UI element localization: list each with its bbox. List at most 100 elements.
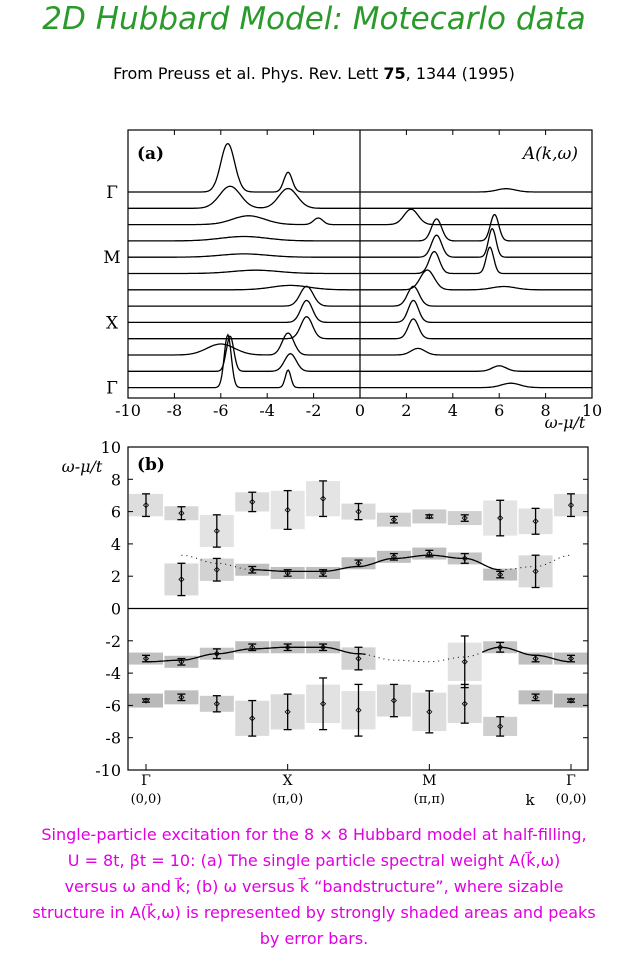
data-point: [426, 550, 433, 557]
caption-line-4: structure in A(k⃗,ω) is represented by s…: [32, 903, 596, 922]
data-point: [461, 555, 468, 562]
data-point: [178, 658, 185, 665]
y-tick-label: 4: [111, 535, 121, 554]
k-name: M: [422, 773, 436, 789]
data-point: [497, 644, 504, 651]
y-tick-label: -10: [95, 761, 121, 780]
y-tick-label: -4: [105, 664, 121, 683]
data-point: [213, 700, 220, 707]
x-axis-label: k: [525, 791, 535, 809]
x-tick-label: -6: [213, 401, 229, 420]
spectral-curve: [128, 185, 592, 209]
data-point: [426, 513, 433, 520]
x-tick-label: -4: [259, 401, 275, 420]
k-name: Γ: [141, 773, 151, 789]
panel-label: (b): [137, 455, 165, 475]
spectral-curve: [128, 213, 592, 242]
data-point: [320, 495, 327, 502]
x-axis-label: ω-μ/t: [545, 413, 586, 432]
data-point: [461, 514, 468, 522]
y-tick-label: -2: [105, 632, 121, 651]
k-coord: (0,0): [556, 792, 587, 807]
data-point: [284, 569, 291, 577]
x-tick-label: 2: [401, 401, 411, 420]
caption-line-2: U = 8t, βt = 10: (a) The single particle…: [67, 851, 561, 870]
data-point: [390, 697, 397, 704]
k-label: X: [106, 313, 119, 333]
band-solid: [482, 646, 570, 663]
data-point: [213, 650, 220, 657]
curves: [128, 142, 592, 389]
spectral-curve: [128, 332, 592, 356]
panel-a: -10 -8 -6 -4 -2 0 2 4 6 8 10ω-μ/t (a) A(k,ω) Γ M X Γ: [103, 129, 602, 432]
data-point: [249, 498, 256, 505]
data-point: [142, 655, 150, 662]
data-point: [213, 527, 220, 535]
y-tick-label: 0: [111, 600, 121, 619]
figure-caption: Single-particle excitation for the 8 × 8…: [0, 822, 628, 952]
spectral-curve: [128, 227, 592, 258]
data-point: [320, 569, 327, 577]
spectral-curve: [128, 316, 592, 340]
spectral-curve: [128, 142, 592, 193]
k-name: X: [283, 773, 293, 789]
caption-line-3: versus ω and k⃗; (b) ω versus k⃗ “bandst…: [64, 877, 564, 896]
data-point: [532, 518, 539, 525]
data-point: [213, 566, 220, 573]
data-point: [390, 516, 397, 523]
data-point: [497, 723, 504, 730]
spectral-curve: [128, 246, 592, 275]
panel-label: (a): [137, 144, 164, 164]
k-name: Γ: [566, 773, 576, 789]
spectral-curve: [128, 299, 592, 324]
caption-line-1: Single-particle excitation for the 8 × 8…: [41, 825, 587, 844]
k-coord: (π,π): [414, 792, 445, 807]
k-label: M: [103, 248, 120, 268]
y-axis-label: ω-μ/t: [62, 457, 103, 476]
k-coord: (0,0): [131, 792, 162, 807]
x-tick-label: 4: [448, 401, 458, 420]
citation: From Preuss et al. Phys. Rev. Lett 75, 1…: [0, 64, 628, 83]
x-tick-label: 8: [541, 401, 551, 420]
data-point: [142, 502, 150, 509]
data-point: [249, 566, 256, 573]
data-point: [142, 697, 150, 704]
spectral-curve: [128, 285, 592, 307]
y-tick-label: 8: [111, 470, 121, 489]
data-point: [532, 655, 539, 662]
data-point: [567, 697, 575, 704]
k-coord: (π,0): [272, 792, 303, 807]
citation-prefix: From Preuss et al. Phys. Rev. Lett: [113, 64, 384, 83]
data-point: [497, 514, 504, 522]
y-tick-label: -8: [105, 729, 121, 748]
k-label: Γ: [106, 183, 118, 203]
spectral-curve: [128, 269, 592, 291]
data-point: [178, 694, 185, 701]
data-point: [284, 708, 291, 715]
band-solid: [252, 554, 501, 573]
data-point: [284, 644, 291, 651]
data-point: [284, 506, 291, 514]
k-label: Γ: [106, 379, 118, 399]
x-tick-label: 6: [494, 401, 504, 420]
corner-label: A(k,ω): [521, 144, 578, 164]
data-point: [178, 510, 185, 517]
data-point: [497, 571, 504, 578]
caption-line-5: by error bars.: [259, 929, 369, 948]
data-point: [461, 700, 468, 707]
data-point: [355, 655, 362, 662]
data-point: [567, 502, 575, 509]
data-point: [249, 644, 256, 651]
y-tick-label: 10: [101, 438, 121, 457]
data-point: [461, 658, 468, 665]
data-point: [355, 508, 362, 515]
data-point: [532, 694, 539, 701]
y-tick-label: 2: [111, 567, 121, 586]
y-tick-label: -6: [105, 696, 121, 715]
data-point: [355, 707, 362, 714]
panel-b: 10 8 6 4 2 0 -2 -4 -6 -8 -10 ω-μ/t (b) Γ (0,0) X (π,0) M (…: [62, 438, 589, 809]
citation-volume: 75: [383, 64, 406, 83]
x-tick-label: -2: [306, 401, 322, 420]
x-tick-label: 0: [355, 401, 365, 420]
